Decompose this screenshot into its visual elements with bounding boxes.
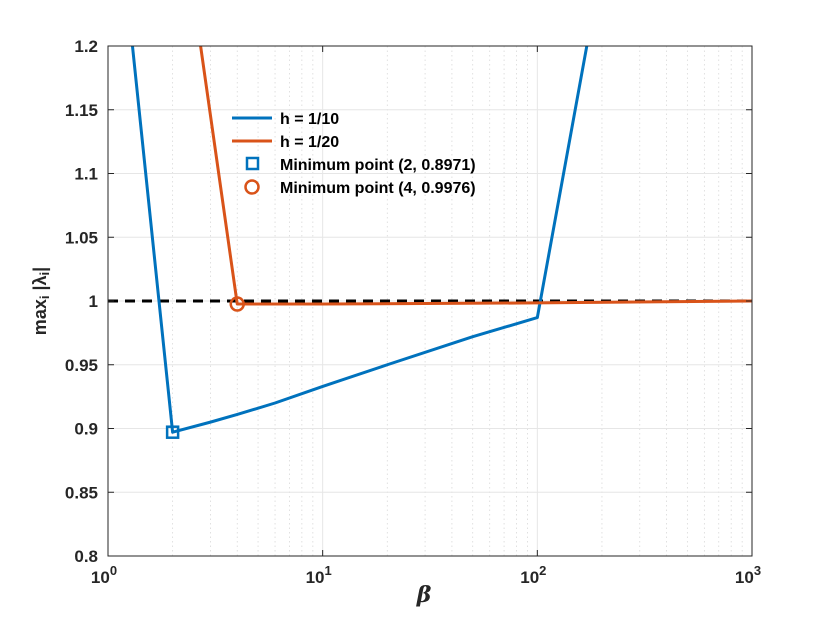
- plot-area: [108, 46, 752, 439]
- legend-label: Minimum point (4, 0.9976): [280, 180, 476, 197]
- legend-label: h = 1/10: [280, 111, 339, 128]
- legend-item: Minimum point (4, 0.9976): [244, 179, 476, 197]
- legend-label: h = 1/20: [280, 134, 339, 151]
- y-tick-label: 1.1: [74, 165, 98, 184]
- x-tick-label: 101: [306, 563, 332, 587]
- y-tick-label: 1.05: [65, 228, 98, 247]
- series-line-1: [130, 46, 589, 434]
- legend-item: Minimum point (2, 0.8971): [245, 156, 476, 174]
- legend-marker-circle: [244, 179, 260, 195]
- ticks: 100 101 102 103 0.8 0.85 0.9 0.95 1 1.05 1.1 1.15 1.…: [65, 37, 761, 587]
- legend-item: h = 1/10: [232, 111, 339, 128]
- legend-label: Minimum point (2, 0.8971): [280, 157, 476, 174]
- minimum-marker-circle: [229, 296, 245, 312]
- x-axis-label: β: [416, 582, 432, 608]
- y-tick-label: 0.85: [65, 483, 98, 502]
- x-tick-label: 102: [520, 563, 546, 587]
- y-tick-label: 0.9: [74, 420, 98, 439]
- legend: h = 1/10 h = 1/20 Minimum point (2, 0.8971…: [232, 111, 476, 197]
- legend-item: h = 1/20: [232, 134, 339, 151]
- y-axis-label-text: maxi |λi|: [30, 267, 52, 335]
- x-tick-label: 100: [91, 563, 117, 587]
- y-tick-label: 1.15: [65, 101, 98, 120]
- legend-marker-square: [245, 156, 260, 171]
- y-tick-label: 0.8: [74, 547, 98, 566]
- axis-labels: β maxi |λi|: [30, 267, 432, 608]
- y-tick-label: 1.2: [74, 37, 98, 56]
- y-tick-label: 0.95: [65, 356, 98, 375]
- minimum-marker-square: [165, 425, 180, 439]
- x-tick-label: 103: [735, 563, 761, 587]
- y-axis-label: maxi |λi|: [30, 267, 52, 335]
- y-tick-label: 1: [89, 292, 98, 311]
- series-line-2: [199, 46, 752, 306]
